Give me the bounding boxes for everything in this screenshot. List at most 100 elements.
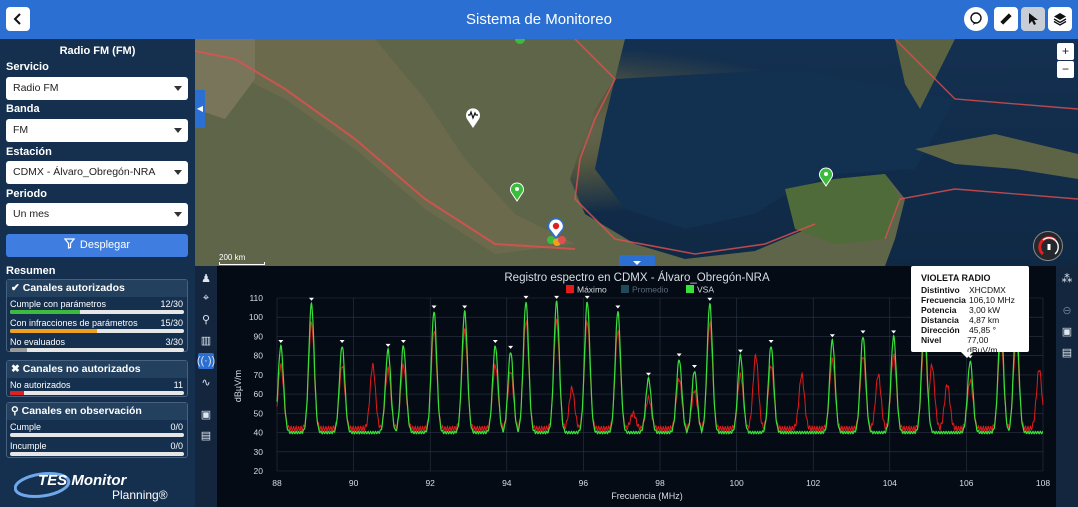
speech-bubble-icon — [970, 12, 982, 25]
image-download-tool[interactable]: ▣ — [1059, 323, 1075, 339]
progress-fill — [10, 329, 97, 333]
peak-marker — [554, 295, 560, 299]
x-tick-label: 102 — [806, 478, 820, 488]
x-tick-label: 92 — [425, 478, 435, 488]
estacion-select[interactable]: CDMX - Álvaro_Obregón-NRA — [6, 161, 188, 184]
periodo-label: Periodo — [6, 188, 47, 200]
search-icon: ⚲ — [11, 405, 19, 417]
x-tick-label: 108 — [1036, 478, 1050, 488]
progress-bar — [10, 433, 184, 437]
target-tool[interactable]: ⌖ — [198, 290, 214, 306]
y-tick-label: 90 — [254, 331, 264, 341]
card-title: Canales en observación — [21, 405, 142, 417]
x-tick-label: 98 — [655, 478, 665, 488]
peak-marker — [308, 297, 314, 301]
legend-label: Promedio — [632, 285, 669, 295]
waveform-tool[interactable]: ∿ — [198, 374, 214, 390]
image-export-tool[interactable]: ▣ — [198, 406, 214, 422]
zoom-out-button[interactable]: − — [1057, 61, 1074, 78]
station-cluster-marker-icon[interactable] — [545, 218, 567, 248]
chat-button[interactable] — [964, 7, 988, 31]
legend-swatch — [621, 285, 629, 293]
caret-down-icon — [174, 212, 182, 217]
sidebar.autorizados-row: Cumple con parámetros 12/30 — [7, 297, 187, 316]
tooltip-row: Distintivo XHCDMX — [921, 285, 1019, 295]
broadcast-icon: ((·)) — [196, 355, 216, 367]
bar-chart-icon: ▥ — [200, 334, 212, 347]
collapse-sidebar-button[interactable]: ◀ — [195, 90, 205, 128]
x-axis-label: Frecuencia (MHz) — [611, 491, 683, 501]
tooltip-row: Nivel 77,00 dBµV/m — [921, 335, 1019, 355]
signal-tool[interactable]: ((·)) — [196, 353, 216, 369]
peak-marker — [584, 295, 590, 299]
cursor-icon — [1029, 13, 1038, 25]
sidebar.autorizados-row: Con infracciones de parámetros 15/30 — [7, 316, 187, 335]
share-tool[interactable]: ⁂ — [1059, 270, 1075, 286]
antenna-marker-icon[interactable] — [509, 182, 525, 202]
waveform-marker-icon[interactable] — [464, 107, 482, 129]
antenna-marker-icon[interactable] — [818, 167, 834, 187]
collapse-panel-button[interactable] — [619, 255, 655, 266]
target-icon: ⌖ — [202, 291, 210, 304]
pointer-button[interactable] — [1021, 7, 1045, 31]
row-label: Con infracciones de parámetros — [10, 318, 138, 328]
card-header: ⚲ Canales en observación — [7, 403, 187, 420]
peak-marker — [768, 340, 774, 344]
pdf-download-tool[interactable]: ▤ — [1059, 344, 1075, 360]
tooltip-row: Potencia 3,00 kW — [921, 305, 1019, 315]
banda-label: Banda — [6, 103, 40, 115]
bars-tool[interactable]: ▥ — [198, 332, 214, 348]
chevron-left-icon — [13, 13, 21, 25]
peak-marker — [707, 297, 713, 301]
tooltip-row: Frecuencia 106,10 MHz — [921, 295, 1019, 305]
progress-bar — [10, 452, 184, 456]
ruler-button[interactable] — [994, 7, 1018, 31]
periodo-value: Un mes — [13, 208, 50, 220]
tooltip-value: 3,00 kW — [969, 305, 1001, 315]
tooltip-value: 106,10 MHz — [969, 295, 1015, 305]
person-tool[interactable]: ♟ — [198, 270, 214, 286]
caret-left-icon: ◀ — [196, 104, 204, 113]
magnifier-icon: ⚲ — [201, 313, 211, 326]
tooltip-key: Distintivo — [921, 285, 960, 295]
tooltip-key: Potencia — [921, 305, 957, 315]
peak-marker — [829, 334, 835, 338]
close-circle-icon: ✖ — [11, 363, 20, 375]
tooltip-row: Dirección 45,85 ° — [921, 325, 1019, 335]
y-tick-label: 110 — [249, 293, 263, 303]
pdf-file-icon: ▤ — [1061, 346, 1073, 359]
y-tick-label: 80 — [254, 351, 264, 361]
y-tick-label: 100 — [249, 312, 263, 322]
layers-button[interactable] — [1048, 7, 1072, 31]
peak-marker — [691, 365, 697, 369]
deploy-button[interactable]: Desplegar — [6, 234, 188, 257]
spectrum-chart-svg: Registro espectro en CDMX - Álvaro_Obreg… — [233, 271, 1050, 501]
y-tick-label: 40 — [254, 428, 264, 438]
banda-value: FM — [13, 124, 29, 136]
ruler-icon — [1000, 13, 1012, 25]
servicio-value: Radio FM — [13, 82, 59, 94]
progress-bar — [10, 310, 184, 314]
image-file-icon: ▣ — [1061, 325, 1073, 338]
pdf-export-tool[interactable]: ▤ — [198, 427, 214, 443]
servicio-select[interactable]: Radio FM — [6, 77, 188, 100]
zoom-in-button[interactable]: + — [1057, 43, 1074, 60]
sidebar.no_autorizados-row: No autorizados 11 — [7, 378, 187, 397]
banda-select[interactable]: FM — [6, 119, 188, 142]
zoom-tool[interactable]: ⚲ — [198, 311, 214, 327]
zoom-out-tool[interactable]: ⊖ — [1059, 302, 1075, 318]
x-tick-label: 96 — [579, 478, 589, 488]
periodo-select[interactable]: Un mes — [6, 203, 188, 226]
back-button[interactable] — [6, 7, 30, 31]
row-label: Cumple con parámetros — [10, 299, 107, 309]
card-title: Canales no autorizados — [22, 363, 141, 375]
series-vsa-line — [276, 300, 1044, 435]
x-tick-label: 100 — [730, 478, 744, 488]
legend-label: Máximo — [577, 285, 607, 295]
card-header: ✔ Canales autorizados — [7, 280, 187, 297]
estacion-label: Estación — [6, 146, 52, 158]
map-view[interactable]: + − 200 km — [195, 39, 1078, 266]
progress-bar — [10, 329, 184, 333]
compass-button[interactable] — [1033, 231, 1063, 261]
card-title: Canales autorizados — [22, 282, 125, 294]
